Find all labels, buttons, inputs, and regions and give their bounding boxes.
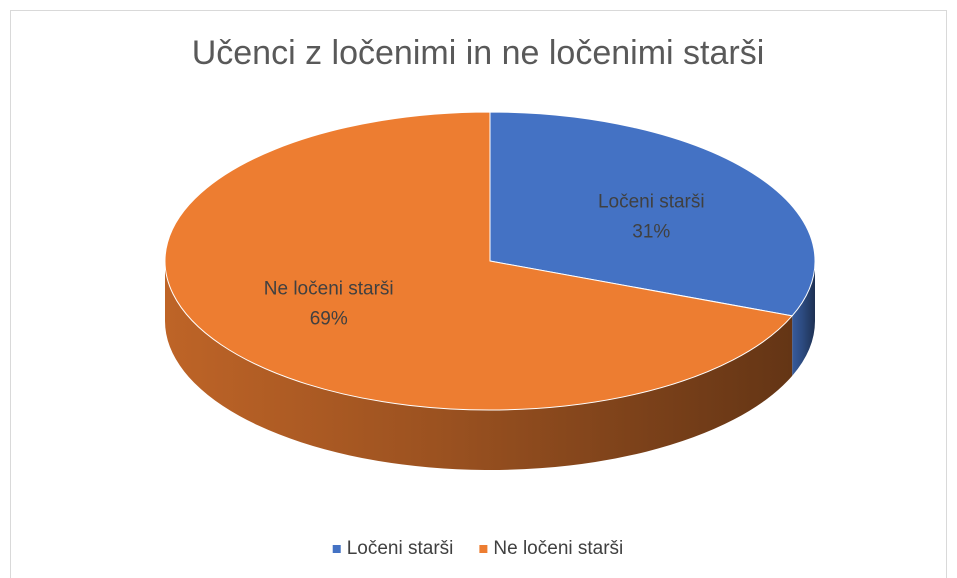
pie-slice bbox=[489, 111, 816, 317]
legend-swatch bbox=[332, 545, 341, 553]
legend-label: Ne ločeni starši bbox=[493, 538, 623, 559]
data-label-name: Ne ločeni starši bbox=[264, 279, 394, 300]
legend-swatch bbox=[479, 545, 488, 553]
legend: Ločeni starši Ne ločeni starši bbox=[332, 538, 623, 559]
pie-slice bbox=[164, 111, 794, 411]
data-label-name: Ločeni starši bbox=[598, 191, 705, 212]
pie-side bbox=[165, 261, 793, 470]
data-label-value: 69% bbox=[310, 309, 348, 330]
chart-title: Učenci z ločenimi in ne ločenimi starši bbox=[192, 34, 765, 72]
data-label-value: 31% bbox=[632, 221, 670, 242]
legend-label: Ločeni starši bbox=[347, 538, 454, 559]
